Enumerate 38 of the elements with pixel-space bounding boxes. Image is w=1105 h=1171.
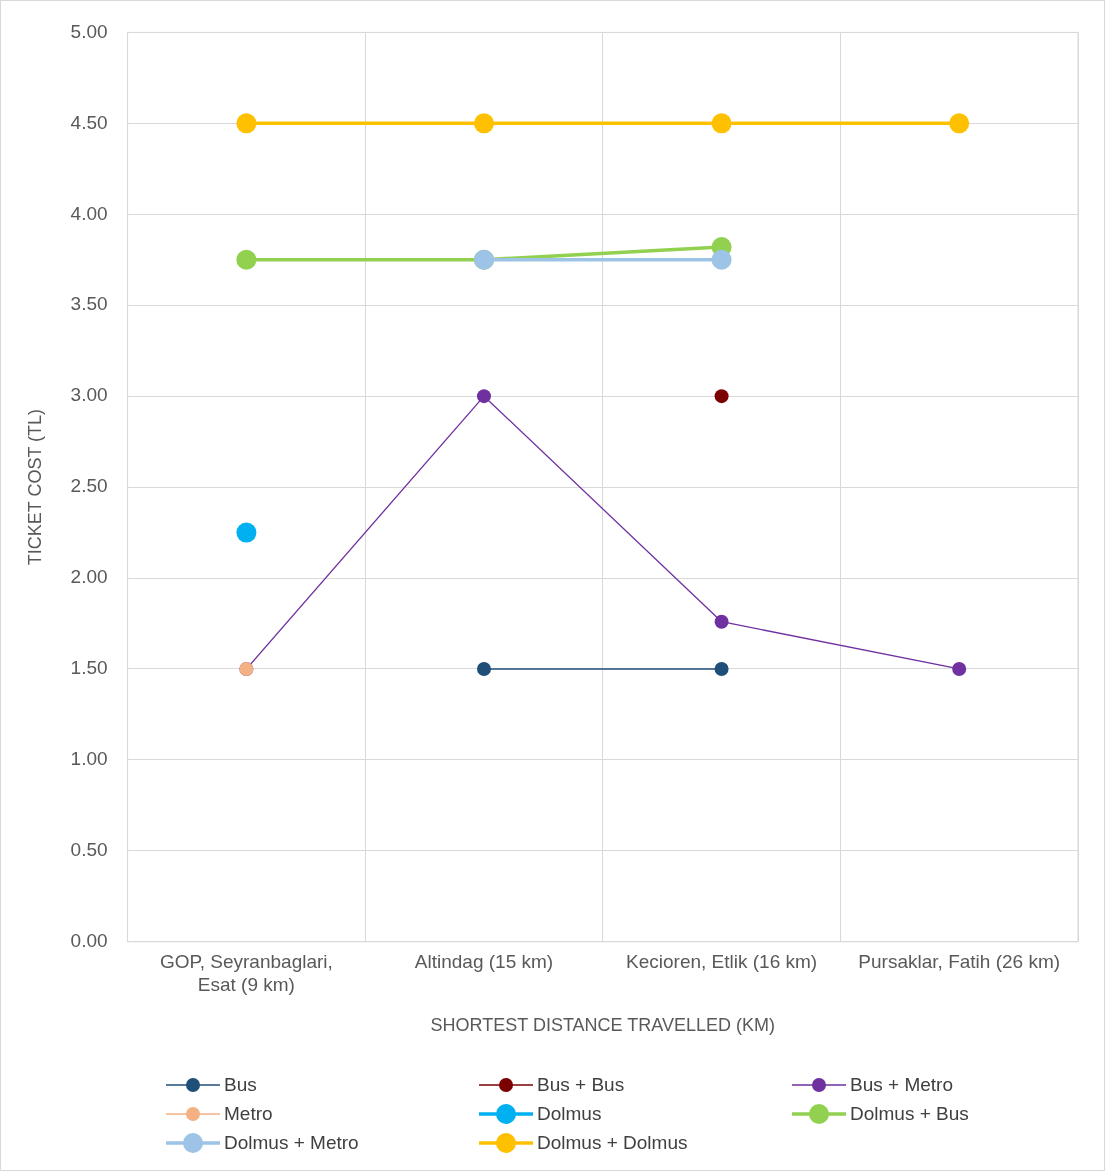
point [711,113,732,134]
x-tick-label: GOP, Seyranbaglari, Esat (9 km) [159,951,333,996]
x-tick-label: Altindag (15 km) [414,951,554,973]
legend-label: Bus + Bus [537,1073,625,1096]
point [236,249,257,270]
legend-label: Dolmus + Bus [850,1102,969,1125]
point [476,661,491,676]
point [714,614,729,629]
point [236,522,257,543]
point [714,661,729,676]
point [473,113,494,134]
y-tick-label: 3.00 [70,384,108,406]
point [236,113,257,134]
x-tick-label: Pursaklar, Fatih (26 km) [858,951,1061,973]
point [949,113,970,134]
point [952,661,967,676]
point [714,389,729,404]
y-tick-label: 5.00 [70,20,108,42]
legend-label: Dolmus + Dolmus [537,1131,688,1154]
y-tick-label: 1.00 [70,748,108,770]
legend-label: Bus [224,1073,257,1096]
y-tick-label: 1.50 [70,657,108,679]
x-tick-label: Kecioren, Etlik (16 km) [626,951,818,973]
y-tick-label: 2.50 [70,475,108,497]
legend-label: Metro [224,1102,273,1125]
point [711,249,732,270]
legend-label: Dolmus + Metro [224,1131,359,1154]
legend-label: Dolmus [537,1102,602,1125]
x-axis-title: SHORTEST DISTANCE TRAVELLED (KM) [430,1015,775,1036]
y-tick-label: 3.50 [70,293,108,315]
y-axis-title: TICKET COST (TL) [24,408,45,566]
y-tick-label: 0.00 [70,930,108,952]
y-tick-label: 4.50 [70,111,108,133]
y-tick-label: 0.50 [70,839,108,861]
y-tick-label: 2.00 [70,566,108,588]
legend-label: Bus + Metro [850,1073,953,1096]
point [476,389,491,404]
y-tick-label: 4.00 [70,202,108,224]
